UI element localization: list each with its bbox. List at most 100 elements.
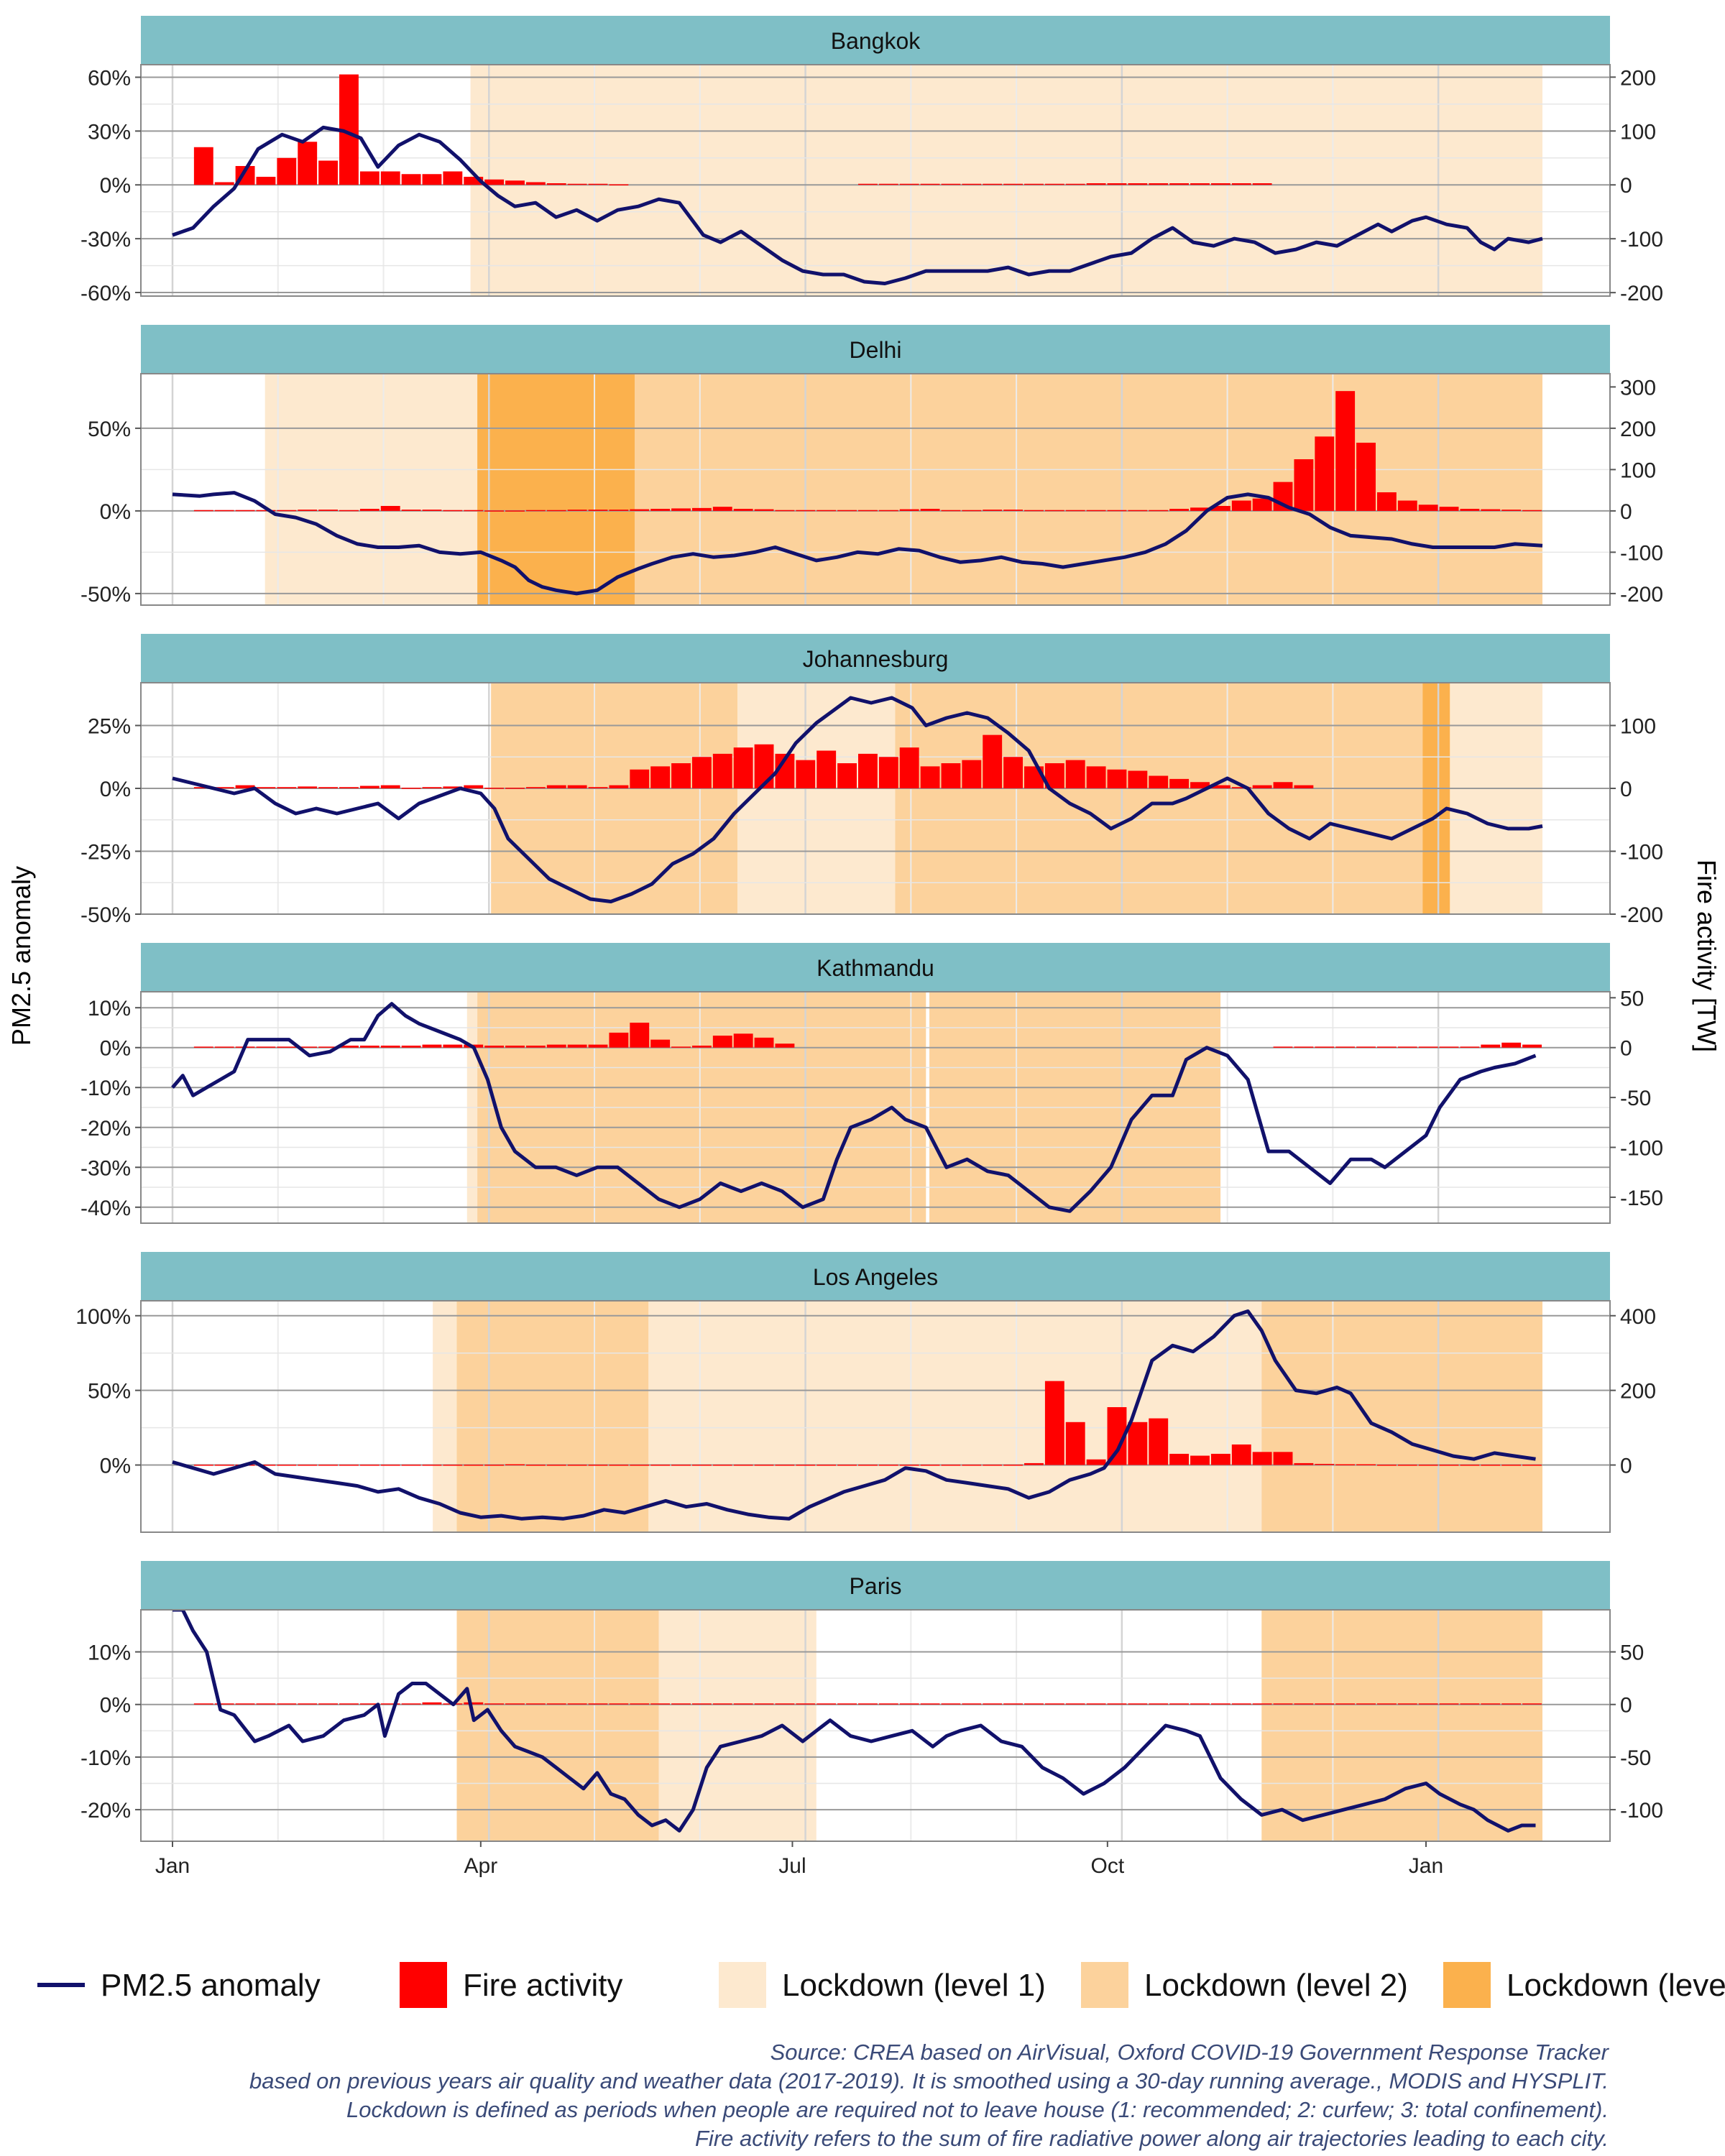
fire-bar	[1065, 1422, 1085, 1465]
fire-bar	[796, 510, 816, 512]
fire-bar	[1210, 183, 1230, 185]
fire-bar	[318, 1703, 339, 1705]
fire-bar	[464, 785, 484, 788]
fire-bar	[878, 1464, 898, 1466]
fire-bar	[298, 142, 318, 185]
fire-bar	[318, 1464, 339, 1466]
fire-bar	[796, 1464, 816, 1466]
panel-border	[140, 1609, 1611, 1842]
fire-bar	[1397, 500, 1417, 511]
legend-label: Fire activity	[463, 1968, 622, 2003]
left-tick-label: -30%	[80, 228, 131, 252]
fire-bar	[546, 510, 566, 512]
fire-bar	[1169, 1453, 1190, 1465]
fire-bar	[1252, 498, 1272, 511]
fire-bar	[1294, 1046, 1314, 1048]
fire-bar	[983, 1703, 1003, 1705]
fire-bar	[1460, 1464, 1480, 1466]
fire-bar	[401, 1045, 421, 1048]
fire-bar	[1003, 1703, 1024, 1705]
fire-bar	[1003, 757, 1024, 788]
fire-bar	[1356, 443, 1376, 511]
fire-bar	[630, 1464, 650, 1466]
fire-bar	[359, 1045, 380, 1048]
fire-bar	[567, 785, 587, 788]
fire-bar	[298, 1703, 318, 1705]
right-tick-label: 50	[1620, 1641, 1644, 1665]
left-tick-label: 100%	[75, 1305, 131, 1329]
fire-bar	[941, 763, 961, 788]
panel-los-angeles: Los Angeles 100% 50% 0% 400 200 0	[75, 1252, 1656, 1533]
fire-bar	[712, 753, 732, 788]
fire-bar	[1294, 459, 1314, 511]
fire-bar	[339, 510, 359, 512]
left-tick-label: 10%	[88, 1641, 131, 1665]
fire-bar	[1439, 1703, 1459, 1705]
facet-title: Delhi	[850, 337, 902, 363]
fire-bar	[318, 160, 339, 185]
panel-paris: Paris 10% 0% -10% -20% 50 0 -50 -100	[80, 1561, 1663, 1842]
fire-bar	[650, 509, 671, 511]
fire-bar	[588, 1044, 608, 1048]
legend-label: PM2.5 anomaly	[101, 1968, 321, 2003]
left-tick-label: 0%	[100, 1455, 131, 1478]
panel-border	[140, 991, 1611, 1224]
legend-key-box	[719, 1962, 766, 2008]
fire-bar	[609, 785, 629, 788]
fire-bar	[525, 787, 546, 788]
x-tick-label: Oct	[1091, 1854, 1125, 1878]
fire-bar	[878, 757, 898, 788]
x-tick-label: Jul	[778, 1854, 806, 1878]
fire-bar	[277, 1703, 297, 1705]
fire-bar	[318, 510, 339, 511]
left-tick-label: 60%	[88, 66, 131, 90]
right-tick-label: -150	[1620, 1187, 1663, 1210]
fire-bar	[733, 1464, 753, 1466]
y-axis-label-right: Fire activity [TW]	[1692, 860, 1721, 1052]
left-tick-label: -60%	[80, 282, 131, 305]
fire-bar	[712, 1036, 732, 1048]
lockdown-band-level-2	[1261, 1610, 1542, 1841]
fire-bar	[567, 1703, 587, 1705]
left-tick-label: -20%	[80, 1117, 131, 1141]
right-tick-label: 200	[1620, 1380, 1656, 1404]
fire-bar	[878, 183, 898, 185]
pm25-line	[172, 696, 1543, 903]
right-tick-label: -50	[1620, 1087, 1651, 1110]
panel-border	[140, 373, 1611, 606]
x-tick-label: Jan	[1409, 1854, 1443, 1878]
fire-bar	[443, 510, 463, 512]
fire-bar	[837, 1464, 857, 1466]
fire-bar	[380, 1703, 400, 1705]
fire-bar	[318, 1046, 339, 1048]
left-tick-label: 0%	[100, 1694, 131, 1718]
panel-plot-area	[141, 683, 1610, 914]
fire-bar	[567, 510, 587, 511]
fire-bar	[1149, 510, 1169, 512]
fire-bar	[816, 750, 837, 788]
fire-bar	[816, 510, 837, 512]
lockdown-band-level-3	[477, 374, 635, 605]
fire-bar	[899, 747, 919, 788]
fire-bar	[277, 157, 297, 185]
fire-bar	[422, 787, 442, 788]
fire-bar	[1294, 785, 1314, 788]
left-tick-label: 50%	[88, 418, 131, 441]
fire-bar	[546, 183, 566, 185]
left-tick-label: 0%	[100, 778, 131, 801]
fire-bar	[1460, 509, 1480, 511]
fire-bar	[962, 510, 982, 512]
fire-bar	[796, 760, 816, 788]
fire-bar	[691, 757, 712, 788]
fire-bar	[754, 509, 774, 511]
fire-bar	[1128, 510, 1148, 512]
left-tick-label: 25%	[88, 715, 131, 739]
left-tick-label: -50%	[80, 903, 131, 927]
right-tick-label: 0	[1620, 174, 1632, 198]
fire-bar	[630, 769, 650, 788]
fire-bar	[878, 510, 898, 512]
fire-bar	[899, 509, 919, 511]
left-tick-label: 50%	[88, 1380, 131, 1404]
pm25-line	[172, 491, 1543, 596]
